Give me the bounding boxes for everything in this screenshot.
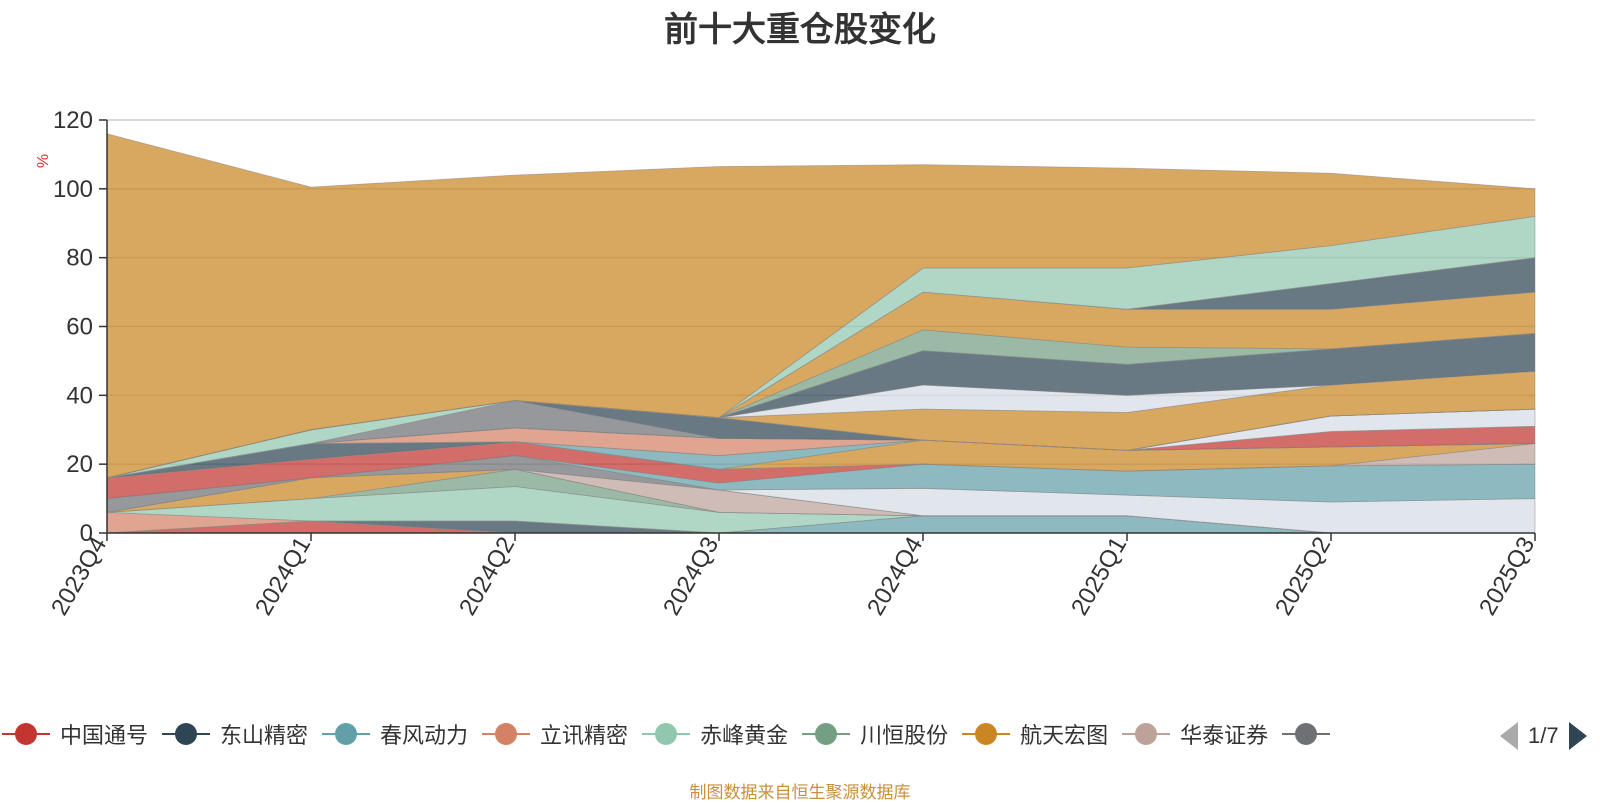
legend-label: 华泰证券 <box>1180 723 1269 748</box>
legend: 中国通号 东山精密 春风动力 立讯精密 赤峰黄金 川恒股份 航天宏图 华泰证券 <box>0 716 1480 756</box>
legend-next-arrow-icon[interactable] <box>1568 722 1587 750</box>
legend-pager: 1/7 <box>1500 718 1600 754</box>
y-axis-unit: % <box>35 154 52 168</box>
legend-marker-icon <box>482 723 531 745</box>
legend-item[interactable]: 川恒股份 <box>800 716 948 752</box>
legend-marker-icon <box>1122 723 1171 745</box>
area-series-30 <box>106 133 1536 479</box>
y-tick-label: 20 <box>66 451 93 478</box>
legend-label: 川恒股份 <box>860 723 949 748</box>
x-tick-label: 2024Q4 <box>862 533 928 620</box>
x-tick-label: 2024Q2 <box>454 533 520 620</box>
chart-title: 前十大重仓股变化 <box>664 11 936 49</box>
legend-item[interactable]: 航天宏图 <box>960 716 1108 752</box>
x-tick-label: 2025Q1 <box>1066 533 1132 620</box>
y-tick-label: 80 <box>66 245 93 272</box>
legend-item[interactable]: 华泰证券 <box>1120 716 1268 752</box>
legend-marker-icon <box>642 723 691 745</box>
y-tick-label: 40 <box>66 382 93 409</box>
x-tick-label: 2024Q1 <box>250 533 316 620</box>
legend-item[interactable]: 东山精密 <box>160 716 308 752</box>
y-tick-label: 100 <box>53 176 93 203</box>
legend-prev-arrow-icon[interactable] <box>1500 722 1518 750</box>
legend-label: 中国通号 <box>60 723 149 748</box>
y-tick-label: 120 <box>53 107 93 134</box>
legend-marker-icon <box>162 723 211 745</box>
legend-item[interactable]: 中国通号 <box>0 716 148 752</box>
legend-item[interactable]: 春风动力 <box>320 716 468 752</box>
legend-item[interactable] <box>1280 716 1340 752</box>
y-tick-label: 0 <box>80 520 93 547</box>
legend-item[interactable]: 赤峰黄金 <box>640 716 788 752</box>
y-tick-label: 60 <box>66 314 93 341</box>
area-layer <box>106 133 1536 534</box>
legend-page-indicator: 1/7 <box>1528 723 1559 748</box>
legend-marker-icon <box>802 723 851 745</box>
legend-label: 赤峰黄金 <box>700 723 789 748</box>
legend-label: 航天宏图 <box>1020 723 1109 748</box>
legend-marker-icon <box>1282 723 1331 745</box>
legend-label: 立讯精密 <box>540 723 629 748</box>
legend-item[interactable]: 立讯精密 <box>480 716 628 752</box>
legend-label: 春风动力 <box>380 723 469 748</box>
legend-marker-icon <box>322 723 371 745</box>
legend-marker-icon <box>2 723 50 745</box>
legend-marker-icon <box>962 723 1011 745</box>
source-note: 制图数据来自恒生聚源数据库 <box>689 783 911 802</box>
x-tick-label: 2025Q2 <box>1270 533 1336 620</box>
x-tick-label: 2025Q3 <box>1474 533 1540 620</box>
x-tick-label: 2024Q3 <box>658 533 724 620</box>
legend-label: 东山精密 <box>220 723 309 748</box>
